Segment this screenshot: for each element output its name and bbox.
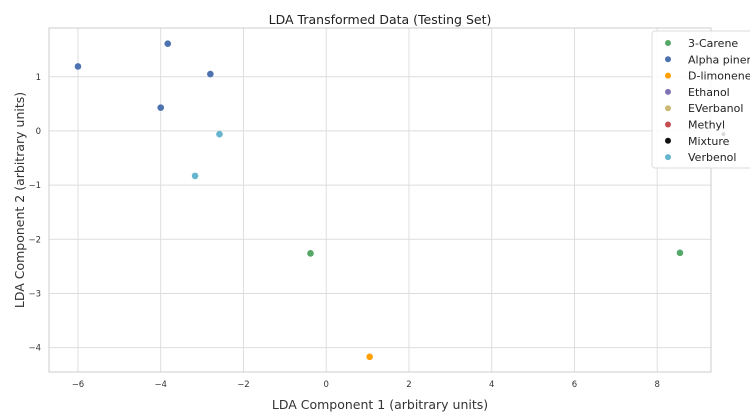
x-tick-label: 6: [572, 380, 577, 390]
data-point: [157, 104, 165, 111]
legend-marker: [665, 137, 671, 144]
legend-marker: [665, 88, 671, 95]
legend-marker: [665, 56, 671, 63]
legend-marker: [665, 72, 671, 79]
legend-box: [651, 30, 750, 169]
y-axis-label: LDA Component 2 (arbitrary units): [12, 92, 27, 308]
legend-marker: [665, 105, 671, 112]
legend-marker: [665, 121, 671, 128]
legend-label: 3-Carene: [688, 37, 738, 50]
legend-label: D-limonene: [688, 70, 750, 83]
y-tick-label: 1: [36, 73, 41, 83]
y-tick-label: −2: [28, 235, 41, 245]
plot-frame: [48, 27, 712, 373]
chart-title: LDA Transformed Data (Testing Set): [269, 12, 492, 27]
legend-label: EVerbanol: [688, 102, 743, 115]
legend: 3-Carene Alpha pinen D-limonene Ethanol EVer…: [651, 30, 750, 169]
y-tick-label: −3: [28, 289, 41, 299]
legend-marker: [665, 154, 671, 161]
data-point: [207, 70, 214, 78]
legend-marker: [665, 40, 671, 46]
x-axis-label: LDA Component 1 (arbitrary units): [272, 397, 488, 412]
legend-label: Mixture: [688, 135, 730, 148]
y-tick-label: −1: [28, 181, 41, 191]
legend-label: Alpha pinen: [688, 53, 750, 66]
data-point: [676, 249, 684, 257]
y-tick-label: −4: [28, 344, 41, 354]
legend-label: Ethanol: [688, 86, 730, 99]
data-point: [164, 40, 172, 48]
tick-labels: −6 −4 −2 0 2 4 6 810−1−2−3−4: [28, 73, 659, 390]
legend-label: Methyl: [688, 119, 725, 132]
x-tick-label: 2: [406, 380, 411, 390]
legend-label: Verbenol: [688, 151, 736, 164]
x-tick-label: −4: [154, 380, 167, 390]
data-point: [366, 353, 373, 361]
data-point: [216, 130, 223, 138]
x-tick-label: 8: [655, 380, 660, 390]
data-point: [191, 172, 199, 180]
grid-lines: [49, 28, 711, 372]
data-point: [74, 63, 82, 70]
x-tick-label: 0: [324, 380, 329, 390]
y-tick-label: 0: [36, 127, 41, 137]
x-tick-label: 4: [489, 380, 494, 390]
plot-area: [49, 28, 711, 372]
data-point: [307, 250, 314, 257]
x-tick-label: −2: [237, 380, 250, 390]
x-tick-label: −6: [72, 380, 85, 390]
